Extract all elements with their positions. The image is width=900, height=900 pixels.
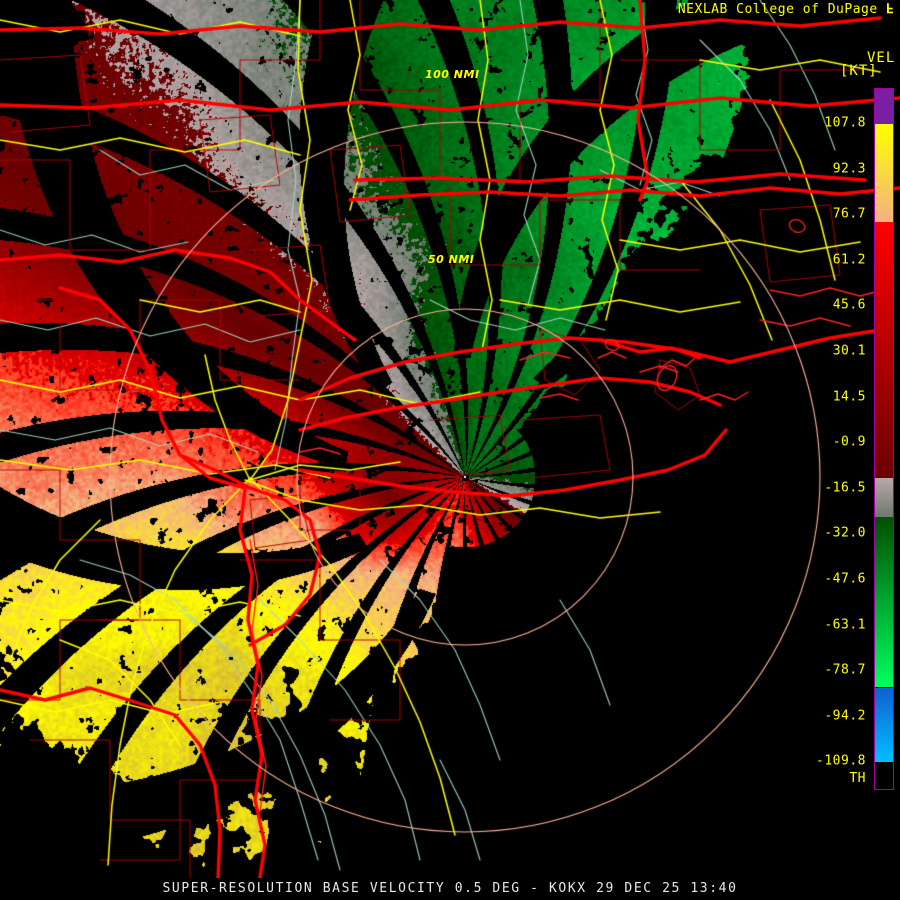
below-threshold-label: TH [849,770,866,786]
color-bar-segment-blue-to-cyan-inbound [875,687,893,763]
color-scale-tick-1: 92.3 [832,161,866,177]
color-bar-segment-dark-to-bright-green-inbound [875,517,893,688]
color-scale-tick-13: -94.2 [824,708,866,724]
color-scale-tick-2: 76.7 [832,206,866,222]
color-scale-tick-9: -32.0 [824,525,866,541]
color-scale-tick-7: -0.9 [832,434,866,450]
color-scale-title: VEL [867,50,896,66]
color-scale-tick-14: -109.8 [816,753,866,769]
provider-header: NEXLAB College of DuPage Ⅎ [678,2,894,17]
color-bar[interactable] [874,88,894,790]
color-scale-tick-5: 30.1 [832,343,866,359]
range-ring-label-50nmi: 50 NMI [428,253,475,266]
color-bar-segment-bright-to-dark-red-outbound [875,222,893,478]
color-scale-tick-3: 61.2 [832,252,866,268]
color-scale-tick-10: -47.6 [824,571,866,587]
color-scale-legend: VEL [KT] 107.8 92.3 76.7 61.2 45.6 30.1 14.5 -0… [816,50,900,810]
color-bar-segment-purple-extreme-outbound [875,89,893,124]
color-bar-segment-gray-near-zero [875,477,893,518]
color-scale-tick-0: 107.8 [824,115,866,131]
range-ring-label-100nmi: 100 NMI [425,68,480,81]
color-bar-segment-yellow-to-tan-outbound [875,124,893,222]
color-scale-unit: [KT] [840,63,878,79]
color-scale-tick-11: -63.1 [824,617,866,633]
status-bar: SUPER-RESOLUTION BASE VELOCITY 0.5 DEG -… [0,878,900,900]
color-scale-tick-12: -78.7 [824,662,866,678]
cod-logo-icon: Ⅎ [886,2,894,17]
color-scale-tick-4: 45.6 [832,297,866,313]
color-scale-tick-6: 14.5 [832,389,866,405]
provider-label: NEXLAB College of DuPage [677,2,878,17]
color-scale-tick-8: -16.5 [824,480,866,496]
color-bar-segment-below-threshold-black [875,762,893,789]
